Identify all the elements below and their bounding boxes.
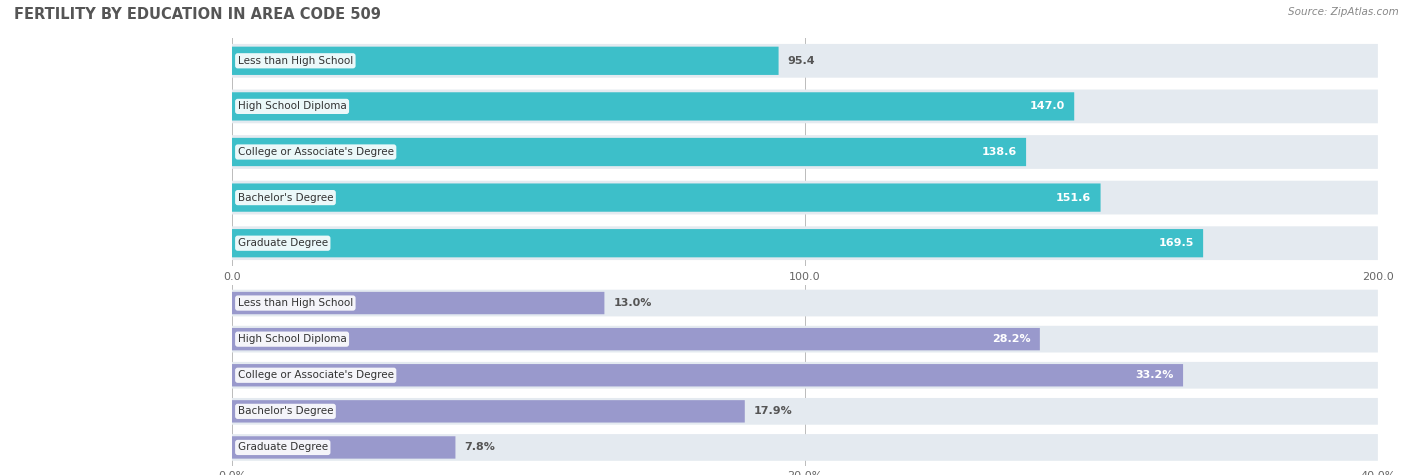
FancyBboxPatch shape <box>232 89 1378 124</box>
FancyBboxPatch shape <box>232 92 1074 121</box>
FancyBboxPatch shape <box>232 362 1378 389</box>
FancyBboxPatch shape <box>232 47 779 75</box>
Text: 138.6: 138.6 <box>981 147 1017 157</box>
Text: Graduate Degree: Graduate Degree <box>238 238 328 248</box>
Text: Graduate Degree: Graduate Degree <box>238 442 328 453</box>
Text: 147.0: 147.0 <box>1029 101 1066 112</box>
FancyBboxPatch shape <box>232 292 605 314</box>
Text: 17.9%: 17.9% <box>754 406 793 417</box>
FancyBboxPatch shape <box>232 290 1378 316</box>
FancyBboxPatch shape <box>232 135 1378 169</box>
FancyBboxPatch shape <box>232 364 1182 387</box>
Text: 7.8%: 7.8% <box>464 442 495 453</box>
FancyBboxPatch shape <box>232 138 1026 166</box>
Text: Bachelor's Degree: Bachelor's Degree <box>238 406 333 417</box>
FancyBboxPatch shape <box>232 400 745 423</box>
Text: 33.2%: 33.2% <box>1136 370 1174 380</box>
Text: College or Associate's Degree: College or Associate's Degree <box>238 147 394 157</box>
Text: Bachelor's Degree: Bachelor's Degree <box>238 192 333 203</box>
Text: 13.0%: 13.0% <box>613 298 652 308</box>
FancyBboxPatch shape <box>232 398 1378 425</box>
Text: Source: ZipAtlas.com: Source: ZipAtlas.com <box>1288 7 1399 17</box>
Text: 95.4: 95.4 <box>787 56 815 66</box>
Text: Less than High School: Less than High School <box>238 56 353 66</box>
Text: 151.6: 151.6 <box>1056 192 1091 203</box>
Text: 28.2%: 28.2% <box>993 334 1031 344</box>
Text: High School Diploma: High School Diploma <box>238 101 346 112</box>
FancyBboxPatch shape <box>232 183 1101 212</box>
FancyBboxPatch shape <box>232 434 1378 461</box>
FancyBboxPatch shape <box>232 226 1378 260</box>
FancyBboxPatch shape <box>232 44 1378 78</box>
FancyBboxPatch shape <box>232 180 1378 215</box>
Text: FERTILITY BY EDUCATION IN AREA CODE 509: FERTILITY BY EDUCATION IN AREA CODE 509 <box>14 7 381 22</box>
Text: High School Diploma: High School Diploma <box>238 334 346 344</box>
FancyBboxPatch shape <box>232 229 1204 257</box>
FancyBboxPatch shape <box>232 436 456 459</box>
Text: Less than High School: Less than High School <box>238 298 353 308</box>
FancyBboxPatch shape <box>232 328 1040 351</box>
FancyBboxPatch shape <box>232 326 1378 352</box>
Text: College or Associate's Degree: College or Associate's Degree <box>238 370 394 380</box>
Text: 169.5: 169.5 <box>1159 238 1194 248</box>
